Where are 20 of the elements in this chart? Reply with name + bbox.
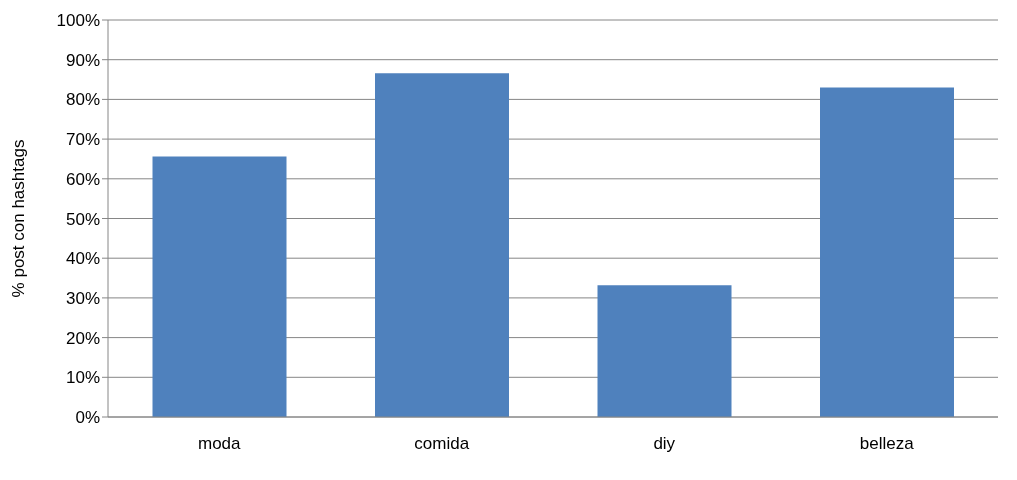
bar xyxy=(820,87,954,417)
y-tick-label: 100% xyxy=(56,11,100,31)
y-axis-title: % post con hashtags xyxy=(9,139,29,298)
y-tick-label: 30% xyxy=(65,288,100,308)
y-tick-label: 80% xyxy=(65,90,100,110)
x-tick-label: moda xyxy=(197,434,242,454)
y-tick-label: 90% xyxy=(65,50,100,70)
y-tick-label: 40% xyxy=(65,249,100,269)
bar xyxy=(375,73,509,417)
y-tick-label: 60% xyxy=(65,169,100,189)
bar xyxy=(597,285,732,417)
x-tick-label: belleza xyxy=(859,434,915,454)
y-tick-label: 70% xyxy=(65,130,100,150)
x-tick-label: diy xyxy=(653,434,676,454)
y-tick-label: 50% xyxy=(65,209,100,229)
bar xyxy=(152,156,287,417)
y-tick-label: 10% xyxy=(65,368,100,388)
x-tick-label: comida xyxy=(414,434,470,454)
y-tick-label: 20% xyxy=(65,328,100,348)
y-tick-label: 0% xyxy=(75,408,100,428)
